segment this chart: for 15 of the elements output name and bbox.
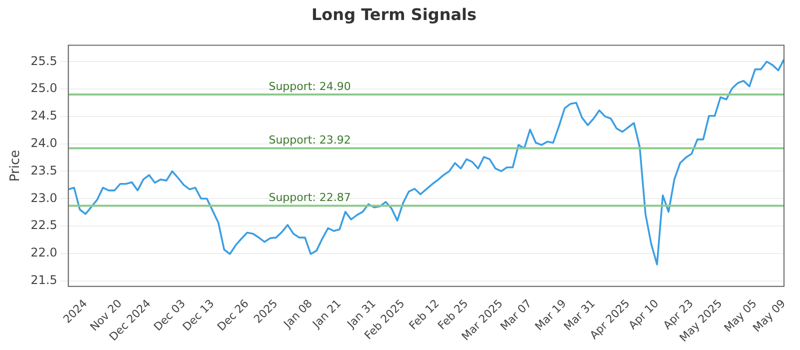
x-tick-label: Dec 26 — [214, 296, 252, 334]
y-tick-label: 21.5 — [30, 272, 58, 287]
y-tick-label: 25.0 — [30, 81, 58, 96]
y-tick-label: 22.5 — [30, 218, 58, 232]
y-tick-label: 23.5 — [30, 163, 58, 178]
ref-line-label: Support: 24.90 — [268, 80, 351, 93]
y-tick-label: 23.0 — [30, 190, 58, 205]
y-tick-label: 25.5 — [30, 54, 58, 68]
y-axis-title: Price — [8, 150, 24, 182]
y-tick-label: 24.0 — [30, 136, 58, 150]
y-tick-label: 24.5 — [30, 108, 58, 123]
ref-line-label: Support: 23.92 — [268, 134, 351, 147]
chart-title: Long Term Signals — [311, 4, 477, 24]
y-tick-label: 22.0 — [30, 246, 58, 260]
ref-line-label: Support: 22.87 — [268, 191, 351, 204]
